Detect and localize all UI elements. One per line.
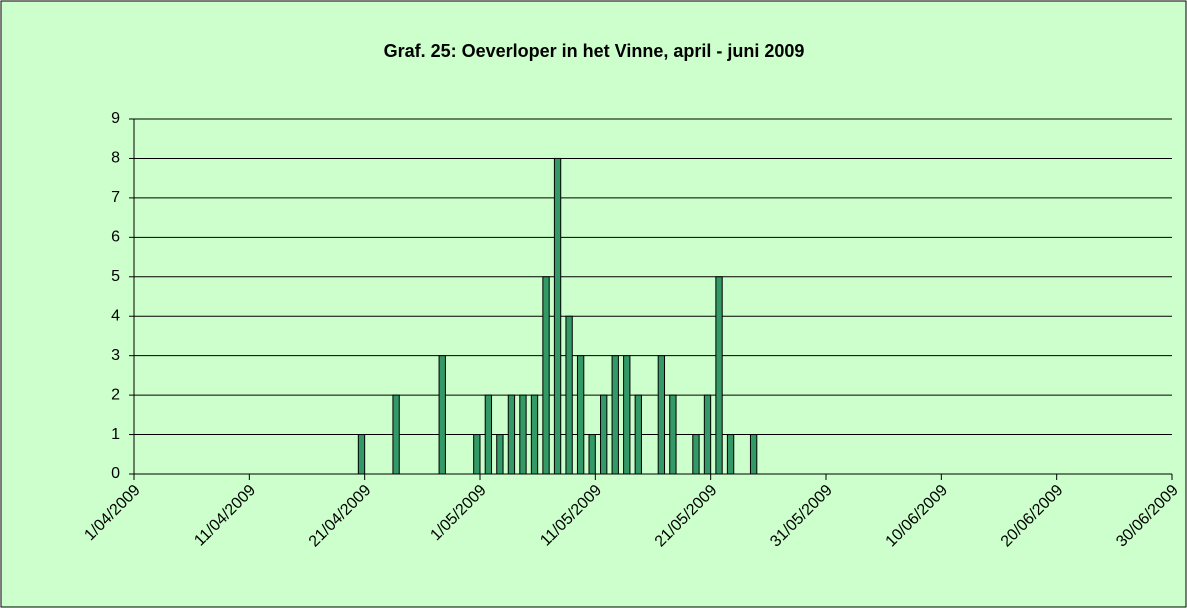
bar [749, 434, 758, 475]
bar [715, 276, 723, 475]
bar [484, 394, 493, 475]
y-tick-label: 1 [111, 426, 120, 443]
bar [473, 434, 481, 475]
bar [392, 394, 400, 475]
bar [576, 355, 585, 475]
bar [726, 434, 735, 475]
chart-title: Graf. 25: Oeverloper in het Vinne, april… [384, 41, 805, 61]
bar [634, 394, 642, 475]
y-tick-label: 5 [111, 268, 120, 285]
bar [438, 355, 446, 475]
bar [623, 355, 631, 475]
bar [600, 394, 608, 475]
bar [519, 394, 527, 475]
bar [692, 434, 700, 475]
y-tick-label: 0 [111, 465, 120, 482]
bar [507, 394, 516, 475]
bar [553, 157, 562, 475]
y-tick-label: 9 [111, 110, 120, 127]
bar [657, 355, 666, 475]
bar [542, 276, 550, 475]
bar [611, 355, 619, 475]
y-tick-label: 8 [111, 150, 120, 167]
bar [565, 315, 573, 475]
bar [496, 434, 504, 475]
bar [703, 394, 712, 475]
bar [357, 434, 366, 475]
bar [669, 394, 677, 475]
bar [530, 394, 539, 475]
y-tick-label: 2 [111, 386, 120, 403]
y-tick-label: 6 [111, 229, 120, 246]
bar [588, 434, 596, 475]
y-tick-label: 3 [111, 347, 120, 364]
y-tick-label: 7 [111, 189, 120, 206]
y-tick-label: 4 [111, 307, 120, 324]
